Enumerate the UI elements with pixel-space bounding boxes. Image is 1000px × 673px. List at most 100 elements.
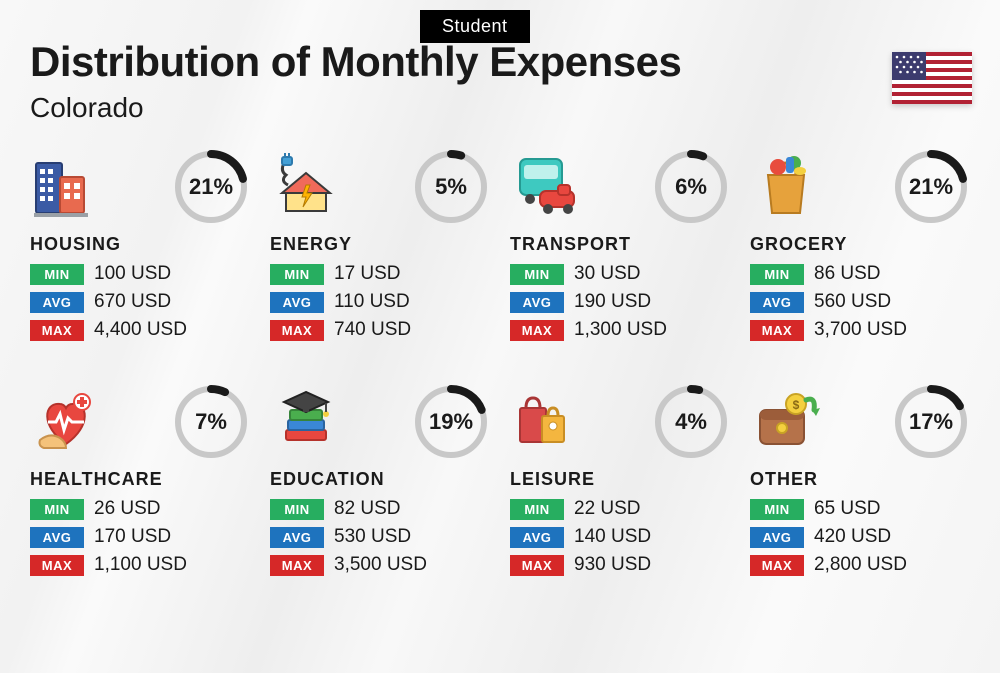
min-badge: MIN: [510, 499, 564, 520]
stats-block: MIN 82 USD AVG 530 USD MAX 3,500 USD: [270, 498, 490, 576]
housing-icon: [30, 151, 102, 223]
min-badge: MIN: [270, 264, 324, 285]
category-card-education: 19% EDUCATION MIN 82 USD AVG 530 USD MAX…: [270, 383, 490, 582]
avg-badge: AVG: [270, 292, 324, 313]
avg-value: 670 USD: [94, 291, 171, 313]
max-value: 4,400 USD: [94, 319, 187, 341]
page-title: Distribution of Monthly Expenses: [30, 38, 681, 86]
usa-flag-icon: [892, 52, 972, 104]
avg-value: 190 USD: [574, 291, 651, 313]
avg-badge: AVG: [30, 527, 84, 548]
max-value: 1,100 USD: [94, 554, 187, 576]
percent-ring: 17%: [892, 383, 970, 461]
education-icon: [270, 386, 342, 458]
min-value: 17 USD: [334, 263, 401, 285]
percent-ring: 6%: [652, 148, 730, 226]
max-value: 3,700 USD: [814, 319, 907, 341]
percent-label: 17%: [892, 383, 970, 461]
avg-badge: AVG: [510, 292, 564, 313]
stats-block: MIN 26 USD AVG 170 USD MAX 1,100 USD: [30, 498, 250, 576]
max-badge: MAX: [510, 320, 564, 341]
category-label: GROCERY: [750, 234, 970, 255]
percent-ring: 7%: [172, 383, 250, 461]
min-value: 30 USD: [574, 263, 641, 285]
min-value: 22 USD: [574, 498, 641, 520]
category-label: HEALTHCARE: [30, 469, 250, 490]
min-value: 86 USD: [814, 263, 881, 285]
category-label: HOUSING: [30, 234, 250, 255]
avg-value: 560 USD: [814, 291, 891, 313]
percent-label: 21%: [892, 148, 970, 226]
stats-block: MIN 30 USD AVG 190 USD MAX 1,300 USD: [510, 263, 730, 341]
leisure-icon: [510, 386, 582, 458]
max-value: 3,500 USD: [334, 554, 427, 576]
avg-value: 170 USD: [94, 526, 171, 548]
max-value: 740 USD: [334, 319, 411, 341]
stats-block: MIN 22 USD AVG 140 USD MAX 930 USD: [510, 498, 730, 576]
max-badge: MAX: [270, 555, 324, 576]
category-card-energy: 5% ENERGY MIN 17 USD AVG 110 USD MAX 740…: [270, 148, 490, 347]
max-badge: MAX: [750, 555, 804, 576]
min-value: 26 USD: [94, 498, 161, 520]
avg-value: 140 USD: [574, 526, 651, 548]
min-value: 100 USD: [94, 263, 171, 285]
category-card-healthcare: 7% HEALTHCARE MIN 26 USD AVG 170 USD MAX…: [30, 383, 250, 582]
avg-value: 110 USD: [334, 291, 410, 313]
category-label: OTHER: [750, 469, 970, 490]
stats-block: MIN 100 USD AVG 670 USD MAX 4,400 USD: [30, 263, 250, 341]
categories-grid: 21% HOUSING MIN 100 USD AVG 670 USD MAX …: [30, 148, 970, 582]
healthcare-icon: [30, 386, 102, 458]
avg-badge: AVG: [750, 292, 804, 313]
percent-label: 21%: [172, 148, 250, 226]
percent-label: 6%: [652, 148, 730, 226]
transport-icon: [510, 151, 582, 223]
min-badge: MIN: [30, 264, 84, 285]
grocery-icon: [750, 151, 822, 223]
max-badge: MAX: [270, 320, 324, 341]
stats-block: MIN 65 USD AVG 420 USD MAX 2,800 USD: [750, 498, 970, 576]
percent-ring: 4%: [652, 383, 730, 461]
avg-badge: AVG: [750, 527, 804, 548]
category-card-leisure: 4% LEISURE MIN 22 USD AVG 140 USD MAX 93…: [510, 383, 730, 582]
energy-icon: [270, 151, 342, 223]
percent-label: 19%: [412, 383, 490, 461]
category-label: ENERGY: [270, 234, 490, 255]
category-label: EDUCATION: [270, 469, 490, 490]
min-badge: MIN: [750, 499, 804, 520]
max-badge: MAX: [30, 555, 84, 576]
max-badge: MAX: [510, 555, 564, 576]
min-badge: MIN: [270, 499, 324, 520]
stats-block: MIN 17 USD AVG 110 USD MAX 740 USD: [270, 263, 490, 341]
percent-label: 4%: [652, 383, 730, 461]
category-label: TRANSPORT: [510, 234, 730, 255]
avg-badge: AVG: [30, 292, 84, 313]
max-value: 1,300 USD: [574, 319, 667, 341]
min-badge: MIN: [510, 264, 564, 285]
min-badge: MIN: [30, 499, 84, 520]
avg-value: 420 USD: [814, 526, 891, 548]
category-card-other: $ 17% OTHER MIN 65 USD AVG 420 USD: [750, 383, 970, 582]
category-card-transport: 6% TRANSPORT MIN 30 USD AVG 190 USD MAX …: [510, 148, 730, 347]
stats-block: MIN 86 USD AVG 560 USD MAX 3,700 USD: [750, 263, 970, 341]
percent-ring: 21%: [892, 148, 970, 226]
percent-label: 5%: [412, 148, 490, 226]
percent-ring: 21%: [172, 148, 250, 226]
max-value: 2,800 USD: [814, 554, 907, 576]
region-subtitle: Colorado: [30, 92, 144, 124]
max-badge: MAX: [30, 320, 84, 341]
max-value: 930 USD: [574, 554, 651, 576]
category-card-grocery: 21% GROCERY MIN 86 USD AVG 560 USD MAX 3…: [750, 148, 970, 347]
category-card-housing: 21% HOUSING MIN 100 USD AVG 670 USD MAX …: [30, 148, 250, 347]
max-badge: MAX: [750, 320, 804, 341]
avg-value: 530 USD: [334, 526, 411, 548]
other-icon: $: [750, 386, 822, 458]
svg-text:$: $: [793, 398, 800, 412]
avg-badge: AVG: [270, 527, 324, 548]
min-value: 82 USD: [334, 498, 401, 520]
min-value: 65 USD: [814, 498, 881, 520]
avg-badge: AVG: [510, 527, 564, 548]
percent-ring: 5%: [412, 148, 490, 226]
min-badge: MIN: [750, 264, 804, 285]
percent-ring: 19%: [412, 383, 490, 461]
percent-label: 7%: [172, 383, 250, 461]
